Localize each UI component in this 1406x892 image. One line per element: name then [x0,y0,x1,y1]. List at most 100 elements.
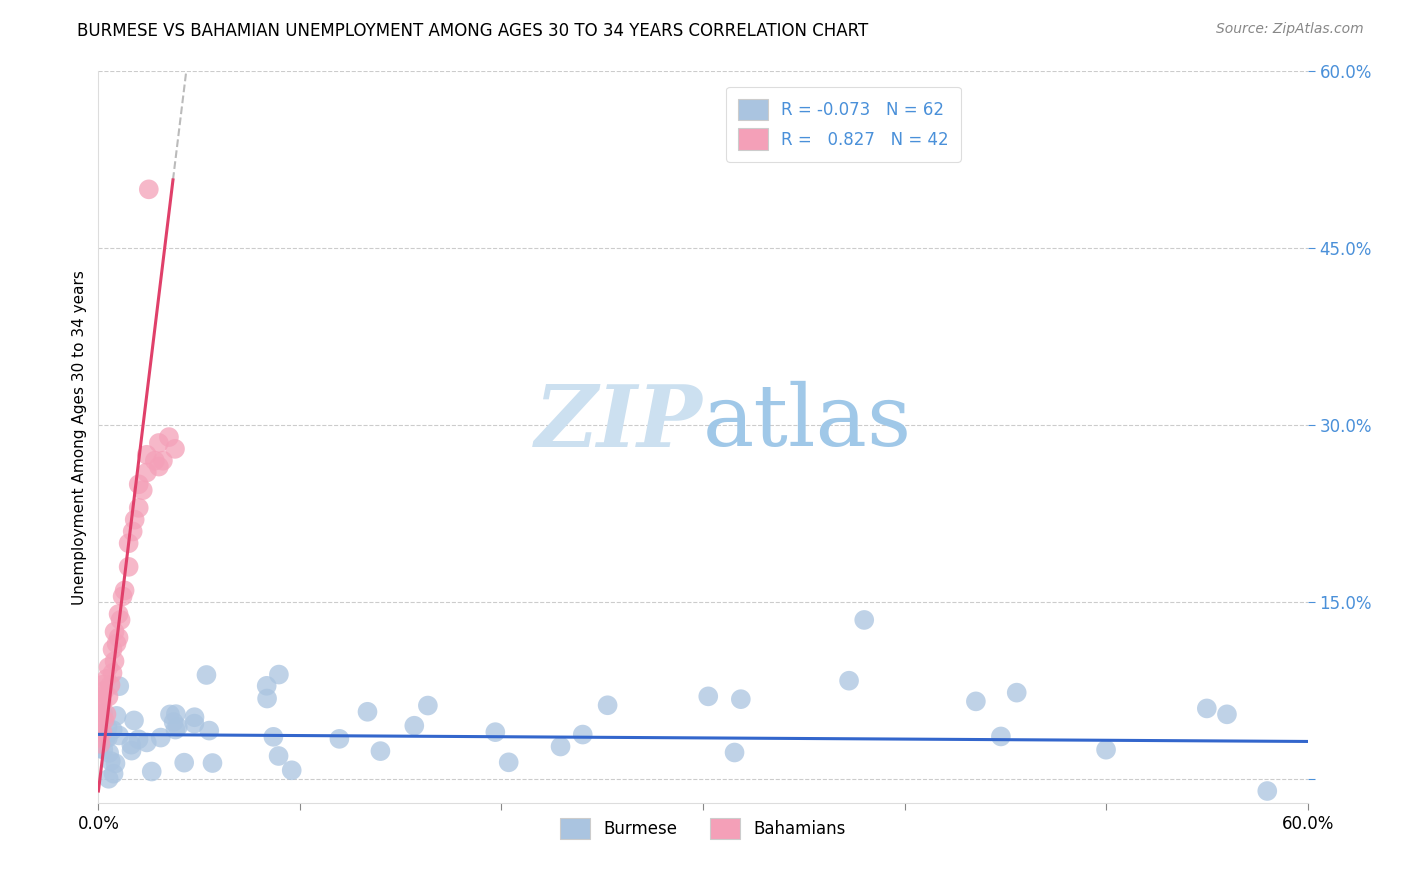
Point [93,683,115,698]
Point [1095,742,1118,756]
Text: ZIP: ZIP [536,381,703,464]
Point [97,721,120,735]
Point [166,720,188,734]
Point [89,690,111,704]
Point [100,678,122,692]
Point [157,430,180,444]
Point [135,466,157,480]
Point [965,694,987,708]
Point [101,723,124,737]
Point [96,707,118,722]
Point [141,764,163,779]
Point [122,714,145,728]
Point [404,719,426,733]
Point [87,701,110,715]
Point [97,660,120,674]
Point [128,732,150,747]
Point [100,754,122,768]
Point [838,673,860,688]
Point [163,714,186,729]
Point [124,513,146,527]
Point [118,559,141,574]
Point [730,692,752,706]
Point [498,756,520,770]
Point [571,727,593,741]
Point [107,607,129,621]
Point [103,624,125,639]
Point [163,442,186,456]
Point [107,631,129,645]
Point [280,764,302,778]
Point [97,772,120,786]
Point [183,710,205,724]
Point [416,698,439,713]
Point [143,453,166,467]
Point [93,742,115,756]
Point [93,713,115,727]
Point [550,739,572,754]
Point [1256,784,1278,798]
Point [148,459,170,474]
Point [195,668,218,682]
Point [328,731,350,746]
Point [89,737,111,751]
Point [596,698,619,713]
Point [159,707,181,722]
Point [267,667,290,681]
Point [256,691,278,706]
Point [91,678,114,692]
Point [165,707,187,722]
Point [853,613,876,627]
Point [87,741,110,756]
Legend: Burmese, Bahamians: Burmese, Bahamians [553,811,853,846]
Point [165,723,187,737]
Text: atlas: atlas [703,381,912,464]
Point [1005,685,1028,699]
Point [96,672,118,686]
Point [111,590,134,604]
Y-axis label: Unemployment Among Ages 30 to 34 years: Unemployment Among Ages 30 to 34 years [72,269,87,605]
Point [135,448,157,462]
Point [121,743,143,757]
Point [990,730,1012,744]
Point [723,746,745,760]
Point [121,524,143,539]
Point [87,713,110,727]
Text: BURMESE VS BAHAMIAN UNEMPLOYMENT AMONG AGES 30 TO 34 YEARS CORRELATION CHART: BURMESE VS BAHAMIAN UNEMPLOYMENT AMONG A… [77,22,869,40]
Point [135,735,157,749]
Point [103,766,125,780]
Point [101,666,124,681]
Point [201,756,224,770]
Point [89,707,111,722]
Point [91,725,114,739]
Point [173,756,195,770]
Point [128,477,150,491]
Point [91,696,114,710]
Point [1195,701,1218,715]
Text: Source: ZipAtlas.com: Source: ZipAtlas.com [1216,22,1364,37]
Point [105,709,128,723]
Point [104,756,127,771]
Point [697,690,720,704]
Point [148,436,170,450]
Point [370,744,392,758]
Point [91,706,114,721]
Point [108,679,131,693]
Point [152,453,174,467]
Point [267,749,290,764]
Point [149,731,172,745]
Point [118,536,141,550]
Point [87,731,110,745]
Point [114,583,136,598]
Point [262,730,284,744]
Point [1216,707,1239,722]
Point [98,746,121,760]
Point [132,483,155,498]
Point [138,182,160,196]
Point [97,690,120,704]
Point [356,705,378,719]
Point [110,613,132,627]
Point [97,731,120,745]
Point [256,679,278,693]
Point [101,642,124,657]
